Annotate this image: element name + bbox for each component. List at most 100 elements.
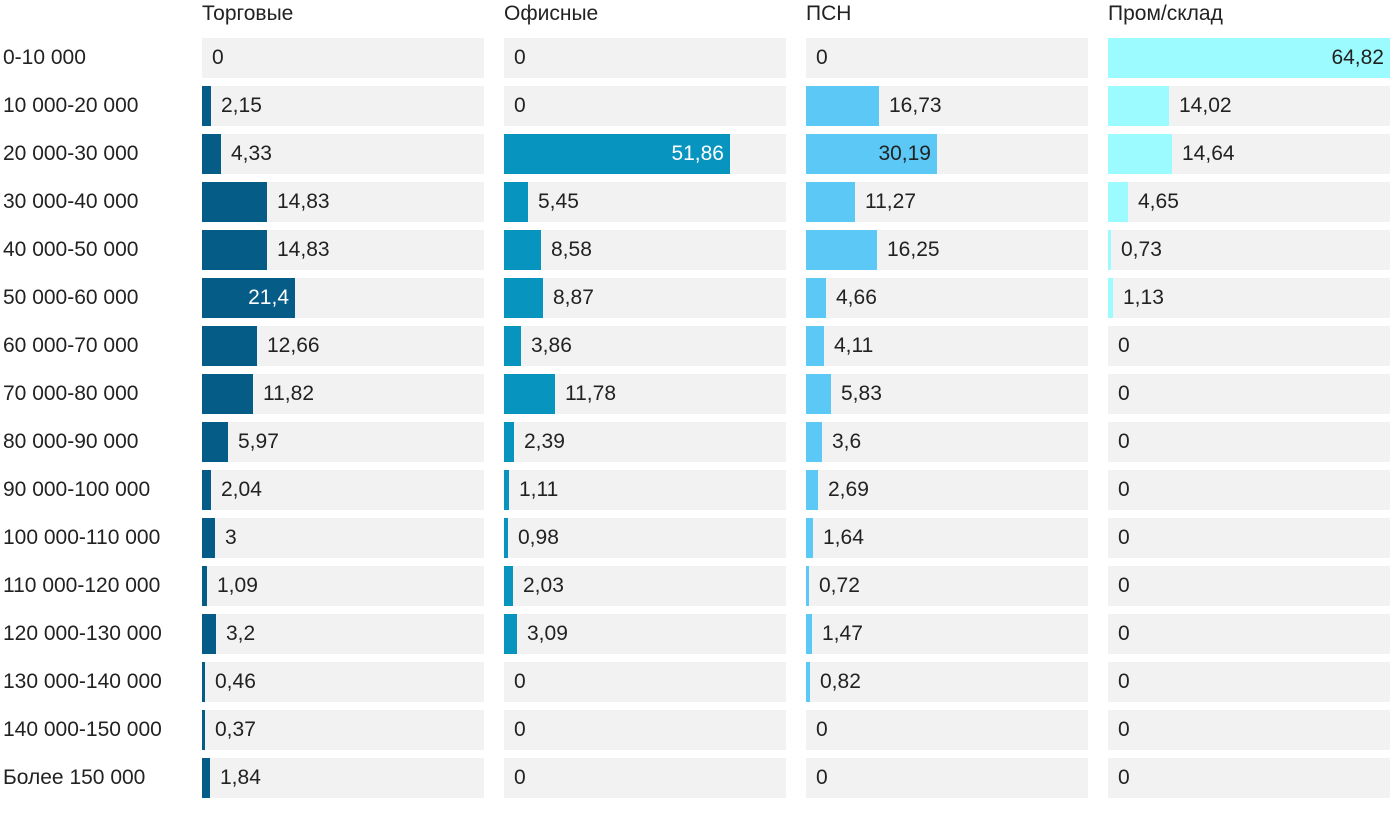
data-label: 0	[816, 766, 828, 789]
data-label: 0	[212, 46, 224, 69]
bar	[1108, 86, 1169, 126]
data-label: 11,78	[565, 382, 616, 405]
data-label: 16,73	[889, 94, 942, 117]
panel-title: ПСН	[806, 2, 852, 25]
bar	[202, 326, 257, 366]
bar	[202, 518, 215, 558]
data-label: 3,86	[531, 334, 572, 357]
category-label: 60 000-70 000	[3, 334, 139, 357]
bar-track	[504, 38, 786, 78]
bar	[1108, 230, 1111, 270]
data-label: 0,73	[1121, 238, 1162, 261]
bar-track	[1108, 710, 1390, 750]
category-label: 90 000-100 000	[3, 478, 151, 501]
data-label: 0	[1118, 382, 1130, 405]
bar	[202, 182, 267, 222]
data-label: 5,45	[538, 190, 579, 213]
data-label: 0,82	[820, 670, 861, 693]
data-label: 0	[514, 718, 526, 741]
bar	[504, 566, 513, 606]
data-label: 0	[816, 718, 828, 741]
bar	[202, 374, 253, 414]
panel-title: Офисные	[504, 2, 599, 25]
data-label: 0	[514, 46, 526, 69]
data-label: 8,87	[553, 286, 594, 309]
data-label: 4,66	[836, 286, 877, 309]
category-label: 20 000-30 000	[3, 142, 139, 165]
category-label: Более 150 000	[3, 766, 146, 789]
bar-track	[806, 326, 1088, 366]
bar-track	[1108, 758, 1390, 798]
bar-track	[806, 374, 1088, 414]
data-label: 0	[1118, 478, 1130, 501]
bar-track	[202, 134, 484, 174]
bar-track	[806, 470, 1088, 510]
bar	[202, 230, 267, 270]
data-label: 1,09	[217, 574, 258, 597]
bar	[202, 662, 205, 702]
bar	[202, 278, 295, 318]
bar-track	[202, 86, 484, 126]
data-label: 2,69	[828, 478, 869, 501]
data-label: 1,47	[822, 622, 863, 645]
data-label: 21,4	[248, 286, 289, 309]
bar	[806, 230, 877, 270]
data-label: 14,64	[1182, 142, 1235, 165]
bar	[806, 614, 812, 654]
data-label: 0	[1118, 574, 1130, 597]
bar	[504, 230, 541, 270]
bar-track	[1108, 566, 1390, 606]
bar-track	[1108, 422, 1390, 462]
bar	[806, 662, 810, 702]
data-label: 0	[816, 46, 828, 69]
bar	[504, 470, 509, 510]
bar-track	[1108, 662, 1390, 702]
data-label: 0,98	[518, 526, 559, 549]
data-label: 1,13	[1123, 286, 1164, 309]
data-label: 0,72	[819, 574, 860, 597]
category-label: 130 000-140 000	[3, 670, 162, 693]
bar	[504, 374, 555, 414]
bar-track	[202, 518, 484, 558]
bar-track	[504, 518, 786, 558]
bar-track	[1108, 278, 1390, 318]
data-label: 8,58	[551, 238, 592, 261]
data-label: 4,33	[231, 142, 272, 165]
bar-track	[504, 326, 786, 366]
bar-track	[504, 278, 786, 318]
bar	[202, 614, 216, 654]
category-label: 100 000-110 000	[3, 526, 161, 549]
data-label: 2,03	[523, 574, 564, 597]
bar	[806, 518, 813, 558]
bar-track	[1108, 374, 1390, 414]
data-label: 16,25	[887, 238, 940, 261]
panel-title: Пром/склад	[1108, 2, 1223, 25]
category-label: 120 000-130 000	[3, 622, 162, 645]
category-label: 110 000-120 000	[3, 574, 161, 597]
bar-track	[202, 470, 484, 510]
category-label: 70 000-80 000	[3, 382, 139, 405]
category-label: 50 000-60 000	[3, 286, 139, 309]
data-label: 0,46	[215, 670, 256, 693]
data-label: 3,2	[226, 622, 256, 645]
data-label: 3,6	[832, 430, 862, 453]
bar	[504, 134, 730, 174]
bar-track	[504, 710, 786, 750]
data-label: 11,82	[263, 382, 314, 405]
bar-track	[806, 662, 1088, 702]
bar-track	[806, 38, 1088, 78]
bar	[202, 470, 211, 510]
bar	[806, 182, 855, 222]
bar	[806, 86, 879, 126]
bar-track	[202, 710, 484, 750]
bar	[202, 710, 205, 750]
data-label: 0	[1118, 526, 1130, 549]
bar	[806, 134, 937, 174]
bar-track	[504, 422, 786, 462]
bar	[504, 326, 521, 366]
bar-track	[504, 86, 786, 126]
data-label: 3	[225, 526, 237, 549]
bar-track	[806, 566, 1088, 606]
data-label: 2,15	[221, 94, 262, 117]
bar	[806, 470, 818, 510]
